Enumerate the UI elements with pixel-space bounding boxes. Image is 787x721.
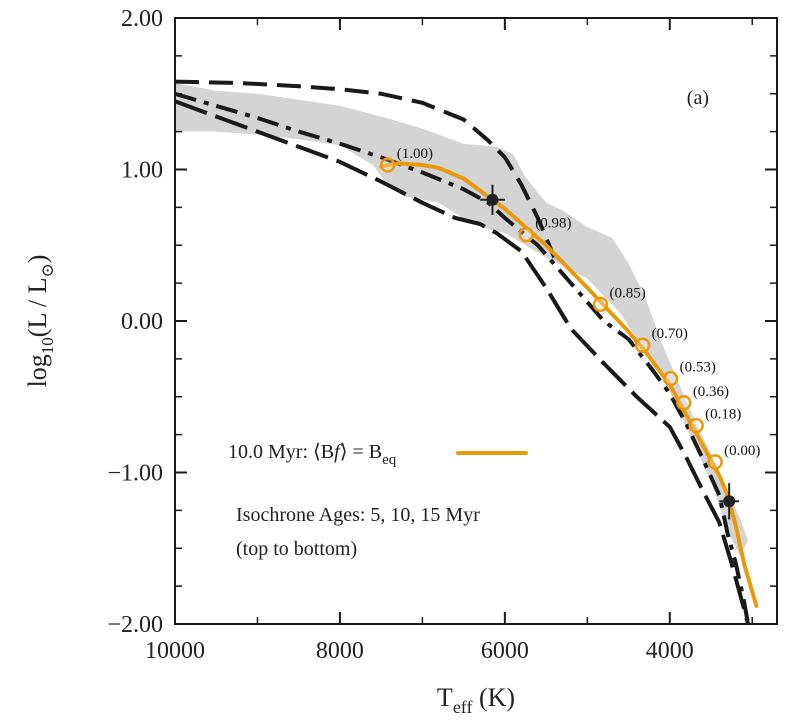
mass-label-7: (0.00)	[724, 443, 760, 459]
y-axis-title-sub1: 10	[38, 337, 57, 354]
x-tick-label-2: 6000	[481, 638, 529, 664]
ticks-layer: 10000 8000 6000 4000 2.00 1.00 0.00 −1.00 −2.00	[107, 6, 777, 664]
y-tick-label-1: 1.00	[121, 158, 163, 184]
mass-label-6: (0.18)	[705, 407, 741, 423]
y-tick-label-4: −2.00	[107, 612, 163, 638]
x-tick-label-0: 10000	[145, 638, 205, 664]
isochrones-layer	[175, 79, 751, 624]
mass-marker-7	[707, 454, 723, 470]
x-tick-label-1: 8000	[316, 638, 364, 664]
y-axis-title-tail: )	[23, 255, 52, 264]
mass-label-3: (0.70)	[652, 326, 688, 342]
legend-text-sub: eq	[382, 452, 397, 468]
y-tick-label-0: 2.00	[121, 6, 163, 32]
isochrone-note-line2: (top to bottom)	[236, 538, 357, 560]
x-axis-title-tail: (K)	[472, 683, 515, 712]
y-axis-title-pre: log	[23, 354, 52, 387]
isochrone-5-myr-line	[175, 79, 557, 259]
x-axis-title-main: T	[437, 683, 453, 712]
mass-label-4: (0.53)	[680, 360, 716, 376]
legend-text-mid: ⟩ = B	[340, 441, 382, 463]
y-tick-label-3: −1.00	[107, 461, 163, 487]
mass-marker-0	[380, 157, 396, 173]
mass-marker-5	[676, 395, 692, 411]
y-axis-title: log10(L / L⊙)	[23, 255, 57, 388]
mass-label-1: (0.98)	[535, 216, 571, 232]
panel-label: (a)	[687, 87, 709, 109]
mass-marker-3	[634, 337, 651, 353]
y-axis-title-mid: (L / L	[23, 278, 52, 338]
legend-text-pre: 10.0 Myr: ⟨B	[228, 441, 334, 463]
mass-marker-2	[592, 296, 609, 313]
x-axis-title: Teff (K)	[437, 683, 515, 717]
mass-label-5: (0.36)	[693, 384, 729, 400]
observed-point-1	[723, 495, 736, 508]
y-axis-title-sub2: ⊙	[38, 263, 57, 277]
isochrone-10-myr-line	[175, 91, 751, 624]
observed-point-0	[486, 193, 499, 206]
isochrone-note-line1: Isochrone Ages: 5, 10, 15 Myr	[236, 504, 480, 526]
luminosity-uncertainty-band	[175, 83, 749, 556]
mass-label-0: (1.00)	[397, 146, 433, 162]
mass-marker-6	[688, 417, 704, 434]
model-track-layer: (1.00) (0.98) (0.85) (0.70) (0.53) (0.36) (0.1…	[379, 146, 760, 608]
legend-text-f: f	[334, 441, 342, 463]
y-tick-label-2: 0.00	[121, 309, 163, 335]
x-axis-title-sub: eff	[453, 697, 473, 717]
luminosity-band-layer	[175, 83, 749, 556]
mass-marker-4	[662, 370, 679, 387]
isochrone-15-myr-line	[175, 99, 751, 624]
mass-label-2: (0.85)	[610, 285, 646, 301]
mass-marker-1	[518, 226, 535, 243]
x-tick-label-3: 4000	[646, 638, 694, 664]
legend-track-label: 10.0 Myr: ⟨Bf⟩ = Beq	[228, 441, 397, 468]
observed-points-layer	[480, 184, 740, 520]
